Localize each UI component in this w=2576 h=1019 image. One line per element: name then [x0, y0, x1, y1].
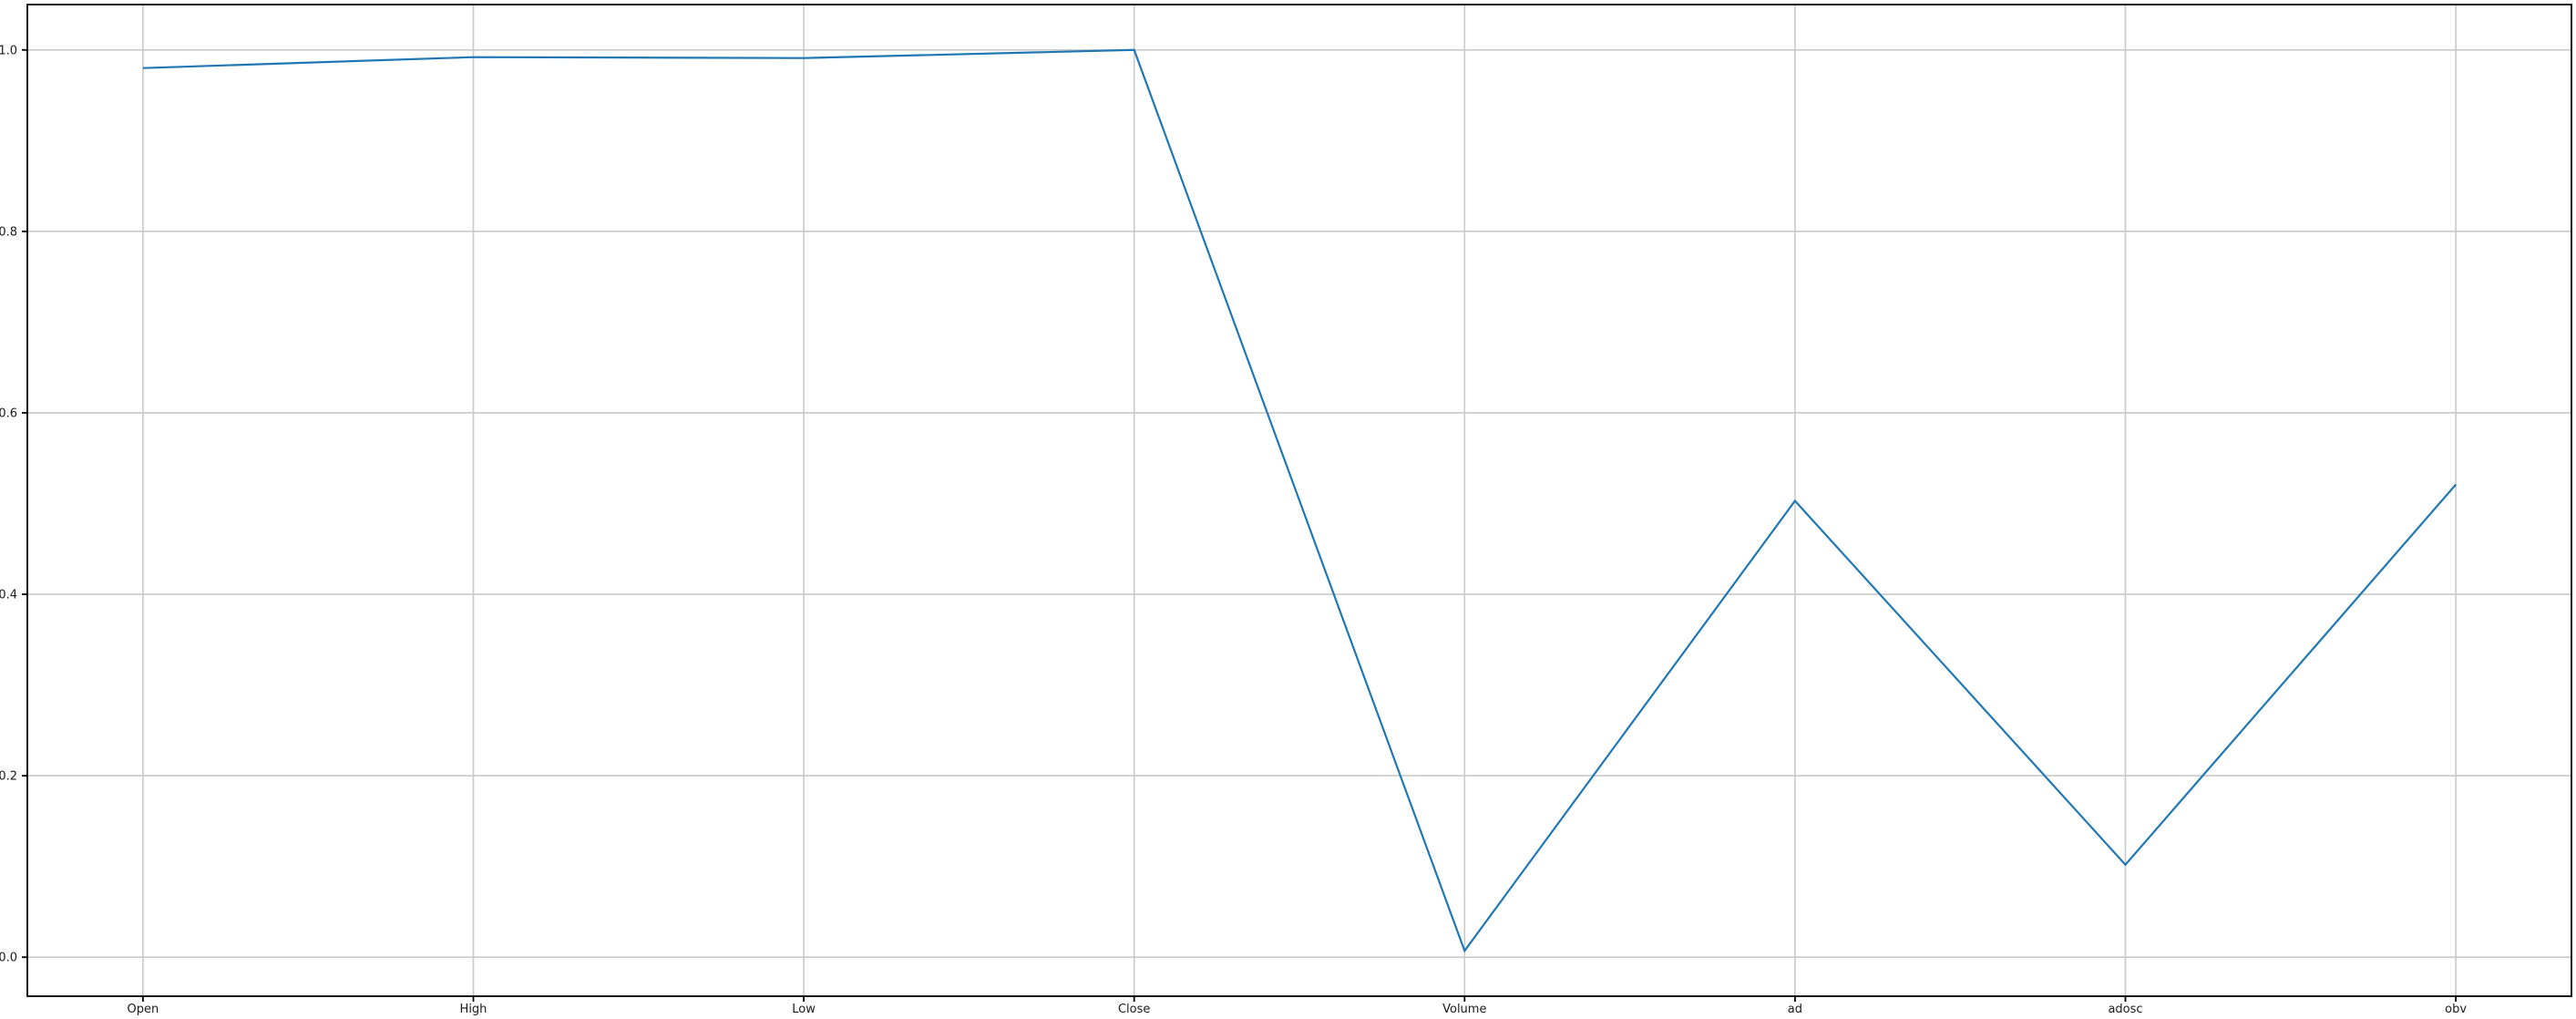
x-axis-tick-labels: Open High Low Close Volume ad adosc obv [128, 1003, 2468, 1016]
data-line-series [142, 48, 2457, 953]
plot-spines [26, 4, 2572, 997]
y-tick-label: 0.8 [0, 225, 17, 239]
y-tick-label: 0.6 [0, 407, 17, 420]
x-tick-label: Close [1118, 1003, 1150, 1016]
y-axis-tick-labels: 0.0 0.2 0.4 0.6 0.8 1.0 [0, 44, 17, 964]
x-tick-label: Low [792, 1003, 816, 1016]
chart-grid [27, 5, 2571, 996]
y-tick-label: 0.2 [0, 770, 17, 784]
x-tick-label: High [460, 1003, 487, 1016]
axis-ticks [22, 48, 2457, 1002]
x-tick-label: ad [1788, 1003, 1802, 1016]
y-tick-label: 0.4 [0, 589, 17, 602]
y-tick-label: 1.0 [0, 44, 17, 57]
x-tick-label: Volume [1442, 1003, 1486, 1016]
y-tick-label: 0.0 [0, 952, 17, 965]
x-tick-label: Open [128, 1003, 159, 1016]
x-tick-label: obv [2445, 1003, 2467, 1016]
x-tick-label: adosc [2108, 1003, 2142, 1016]
